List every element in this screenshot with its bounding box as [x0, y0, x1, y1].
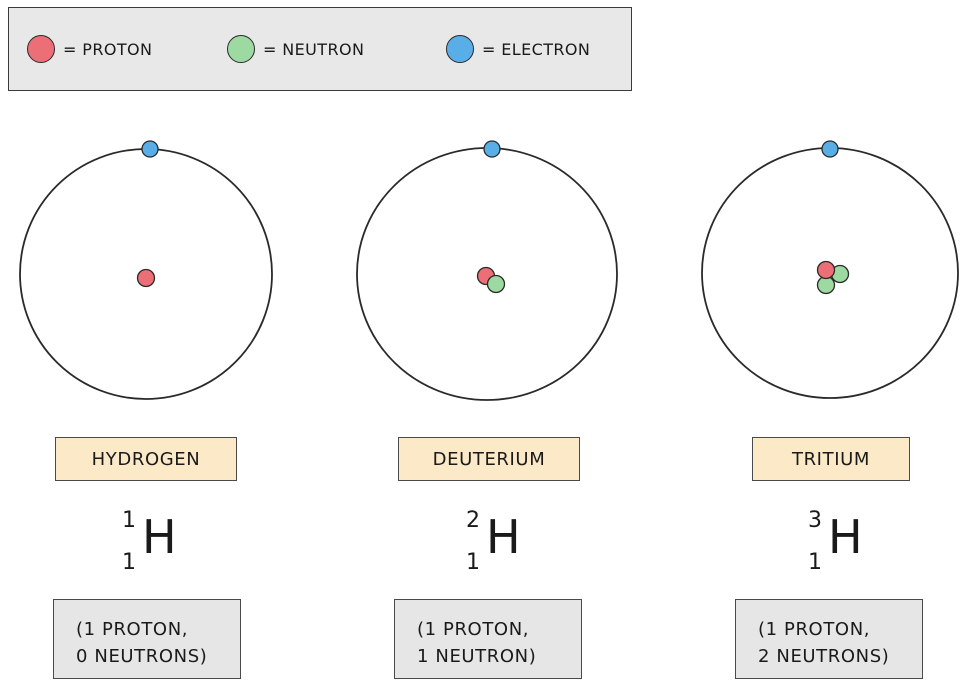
- isotope-notation-tritium: 3 1 H: [804, 510, 904, 590]
- info-line-1: (1 PROTON,: [76, 619, 189, 640]
- neutron-swatch: [227, 35, 255, 63]
- legend-proton: = PROTON: [27, 33, 152, 65]
- isotope-name-box-tritium: TRITIUM: [752, 437, 910, 481]
- element-symbol: H: [828, 510, 863, 564]
- neutron: [486, 274, 506, 294]
- element-symbol: H: [142, 510, 177, 564]
- atom-deuterium: [356, 140, 618, 401]
- info-line-2: 0 NEUTRONS): [76, 646, 208, 667]
- legend-electron-label: = ELECTRON: [482, 39, 591, 59]
- info-line-1: (1 PROTON,: [758, 619, 871, 640]
- atomic-number: 1: [466, 550, 480, 575]
- isotope-info-box-hydrogen: (1 PROTON, 0 NEUTRONS): [53, 599, 241, 679]
- atomic-number: 1: [808, 550, 822, 575]
- isotope-notation-hydrogen: 1 1 H: [118, 510, 218, 590]
- electron-swatch: [446, 35, 474, 63]
- info-line-2: 2 NEUTRONS): [758, 646, 890, 667]
- electron: [483, 140, 501, 158]
- electron: [141, 140, 159, 158]
- mass-number: 3: [808, 508, 822, 533]
- atom-tritium: [701, 140, 959, 399]
- atomic-number: 1: [122, 550, 136, 575]
- legend: = PROTON = NEUTRON = ELECTRON: [8, 7, 632, 91]
- legend-electron: = ELECTRON: [446, 33, 590, 65]
- isotope-info-box-tritium: (1 PROTON, 2 NEUTRONS): [735, 599, 923, 679]
- isotope-notation-deuterium: 2 1 H: [462, 510, 562, 590]
- isotope-info-box-deuterium: (1 PROTON, 1 NEUTRON): [394, 599, 582, 679]
- atom-hydrogen: [19, 140, 273, 400]
- legend-proton-label: = PROTON: [63, 39, 153, 59]
- proton: [816, 260, 836, 280]
- legend-neutron: = NEUTRON: [227, 33, 364, 65]
- legend-neutron-label: = NEUTRON: [263, 39, 365, 59]
- proton: [136, 268, 156, 288]
- mass-number: 2: [466, 508, 480, 533]
- proton-swatch: [27, 35, 55, 63]
- element-symbol: H: [486, 510, 521, 564]
- isotope-name-box-deuterium: DEUTERIUM: [398, 437, 580, 481]
- info-line-2: 1 NEUTRON): [417, 646, 537, 667]
- mass-number: 1: [122, 508, 136, 533]
- isotope-name-box-hydrogen: HYDROGEN: [55, 437, 237, 481]
- info-line-1: (1 PROTON,: [417, 619, 530, 640]
- electron: [821, 140, 839, 158]
